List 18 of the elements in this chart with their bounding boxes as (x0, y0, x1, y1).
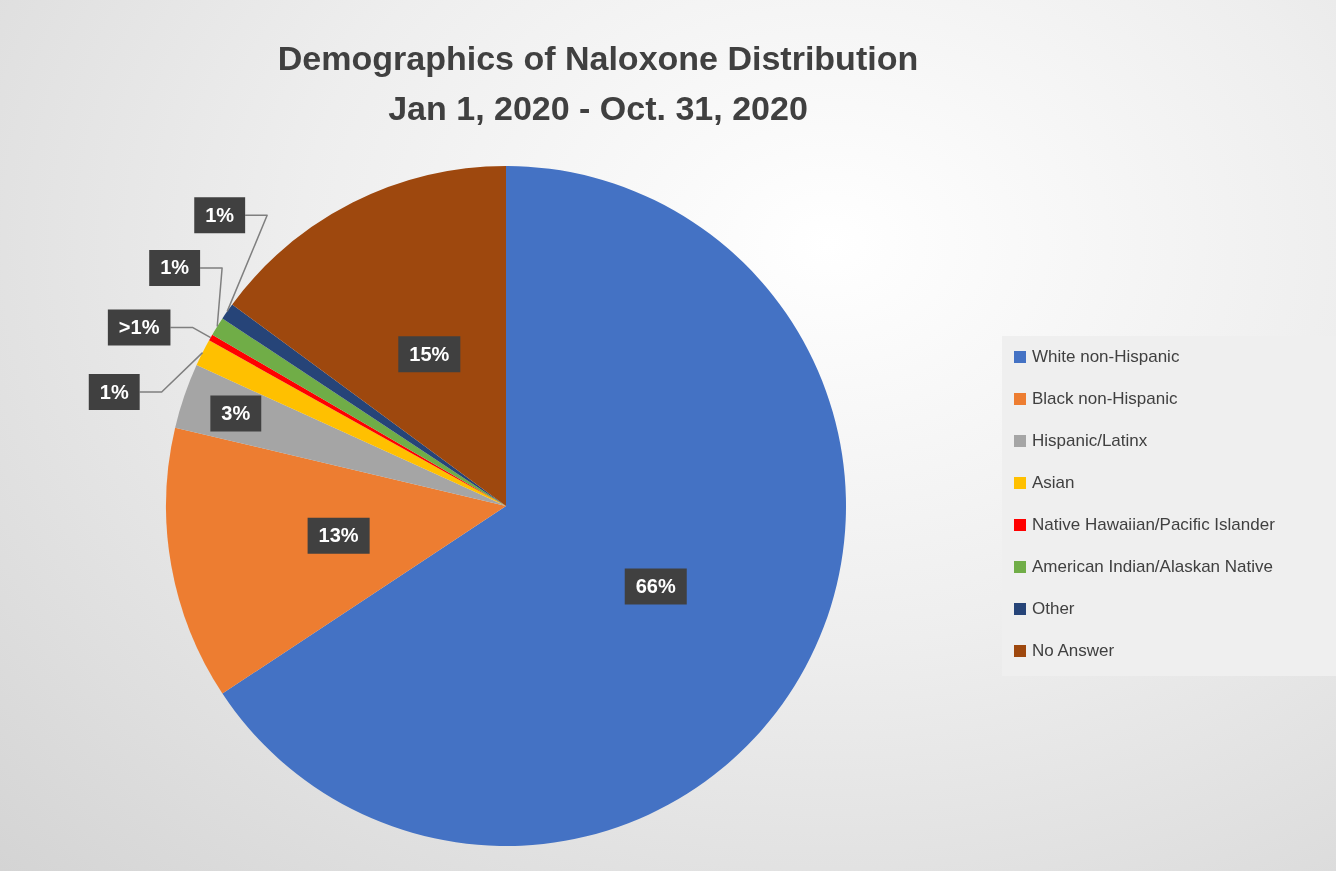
legend-label: No Answer (1032, 641, 1115, 661)
data-label: 1% (160, 256, 190, 279)
legend-label: American Indian/Alaskan Native (1032, 557, 1273, 577)
data-label: 1% (205, 203, 235, 226)
data-label: 15% (409, 342, 450, 365)
data-label: 66% (635, 575, 676, 598)
legend-label: Hispanic/Latinx (1032, 431, 1148, 451)
legend-label: Asian (1032, 473, 1075, 493)
chart-title: Demographics of Naloxone Distribution (276, 38, 920, 79)
data-label: 3% (221, 402, 251, 424)
data-label: 1% (99, 380, 129, 403)
data-label: 13% (318, 524, 359, 547)
legend-label: Native Hawaiian/Pacific Islander (1032, 515, 1275, 535)
legend-label: White non-Hispanic (1032, 347, 1180, 367)
data-label: >1% (118, 315, 160, 338)
chart-subtitle: Jan 1, 2020 - Oct. 31, 2020 (387, 88, 809, 129)
legend-label: Other (1032, 599, 1075, 619)
legend-label: Black non-Hispanic (1032, 389, 1178, 409)
